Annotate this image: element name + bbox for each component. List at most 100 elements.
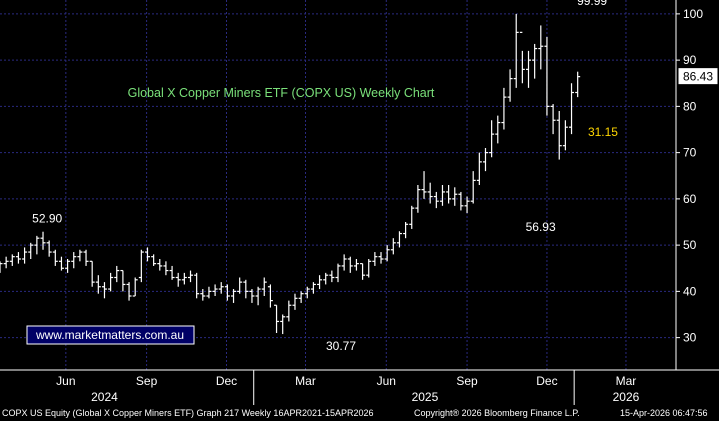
price-bar [366,259,372,278]
price-bar [89,260,95,287]
price-bar [439,185,445,206]
price-annotation: 99.99 [577,0,607,8]
price-bar [28,242,34,259]
price-bar [231,289,237,303]
price-bar [489,120,495,158]
footer-source: COPX US Equity (Global X Copper Miners E… [2,408,374,418]
price-bar [378,252,384,264]
price-bar [458,191,464,211]
price-bar [286,300,292,322]
price-bar [569,83,575,135]
price-bar [562,120,568,151]
price-bar [532,43,538,79]
x-tick-label: Mar [616,374,637,388]
price-bar [15,252,21,264]
price-bar [108,272,114,292]
price-bar [292,293,298,310]
price-bar [360,263,366,280]
watermark-text: www.marketmatters.com.au [35,328,184,342]
price-bar [120,269,126,292]
price-bar [58,256,64,271]
price-bar [544,37,550,116]
x-tick-label: Sep [456,374,478,388]
y-tick-label: 70 [683,146,697,160]
y-tick-label: 60 [683,192,697,206]
price-bar [46,240,52,257]
y-tick-label: 40 [683,284,697,298]
price-bar [243,279,249,299]
price-bar [200,289,206,301]
price-bar [421,171,427,199]
price-bar [261,277,267,296]
price-bar [304,286,310,299]
price-bar [101,282,107,299]
price-bar [341,254,347,271]
price-bar [255,286,261,306]
price-bar [83,249,89,266]
chart-title: Global X Copper Miners ETF (COPX US) Wee… [128,86,435,100]
annotations: Global X Copper Miners ETF (COPX US) Wee… [26,0,719,353]
price-bar [519,31,525,84]
price-bar [144,247,150,262]
price-bar [390,238,396,255]
year-label: 2025 [412,390,439,404]
footer-bar: COPX US Equity (Global X Copper Miners E… [0,405,719,421]
price-bar [310,282,316,294]
x-tick-label: Mar [295,374,316,388]
watermark-box [26,325,195,345]
x-tick-label: Dec [216,374,237,388]
price-bar [138,249,144,283]
price-bar [163,261,169,276]
price-bar [415,185,421,213]
year-label: 2024 [91,390,118,404]
price-bar [22,247,28,264]
price-bar [409,205,415,229]
price-bar [224,284,230,301]
price-bar [556,111,562,160]
price-bar [169,265,175,280]
price-bars [0,13,581,335]
price-bar [513,13,519,88]
price-bar [329,270,335,283]
price-bar [538,25,544,70]
price-bar [427,182,433,204]
price-bar [335,263,341,283]
price-bar [353,259,359,271]
price-bar [501,87,507,130]
price-bar [0,261,3,273]
price-bar [206,286,212,299]
price-bar [188,270,194,283]
y-tick-label: 90 [683,53,697,67]
y-tick-label: 30 [683,331,697,345]
y-tick-label: 80 [683,99,697,113]
ohlc-chart: 30 40 50 60 70 80 90 100 Jun Sep Dec Mar Jun Sep Dec Ma… [0,0,719,405]
price-bar [34,235,40,255]
price-bar [9,254,15,266]
price-bar [95,275,101,294]
price-bar [470,171,476,204]
y-tick-label: 100 [683,7,703,21]
price-bar [476,152,482,185]
year-label: 2026 [613,390,640,404]
price-bar [446,185,452,204]
price-bar [126,282,132,301]
price-bar [132,277,138,297]
x-tick-label: Dec [536,374,557,388]
last-price-box [677,67,719,86]
price-bar [274,304,280,333]
price-bar [482,148,488,172]
price-bar [575,71,581,98]
footer-copyright: Copyright® 2026 Bloomberg Finance L.P. [414,408,580,418]
price-bar [507,69,513,102]
price-bar [212,284,218,296]
price-bar [52,249,58,266]
axes: 30 40 50 60 70 80 90 100 Jun Sep Dec Mar Jun Sep Dec Ma… [0,0,719,405]
price-bar [317,275,323,290]
price-bar [372,252,378,266]
y-tick-label: 50 [683,238,697,252]
price-annotation: 31.15 [588,125,618,139]
price-bar [384,245,390,262]
price-bar [77,249,83,262]
price-bar [464,196,470,214]
footer-timestamp: 15-Apr-2026 06:47:56 [620,408,708,418]
